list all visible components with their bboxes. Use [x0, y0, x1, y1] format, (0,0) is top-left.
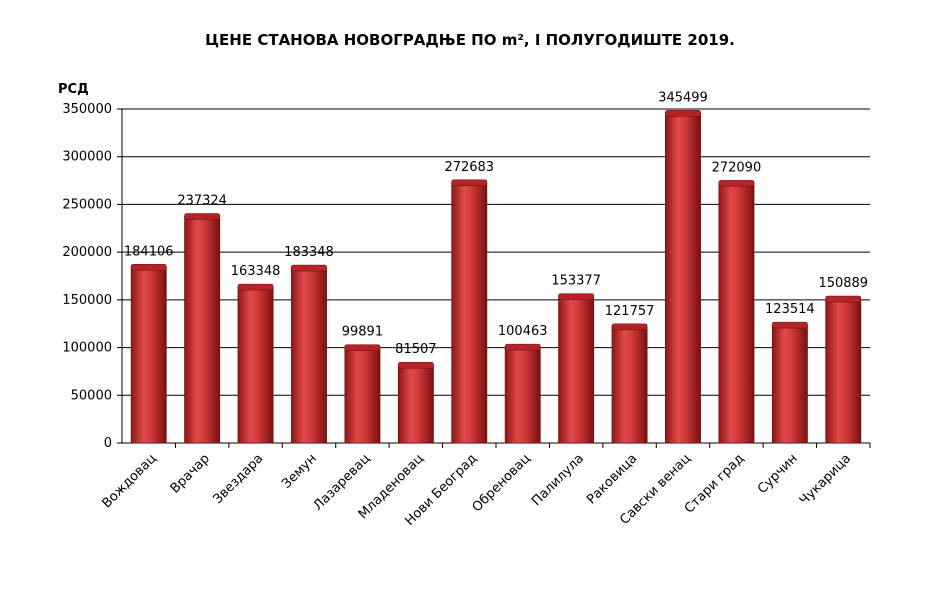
bar-cap: [665, 110, 701, 117]
bar-cap: [451, 179, 488, 187]
data-label: 99891: [342, 325, 383, 340]
y-tick-label: 50000: [71, 388, 112, 403]
bar-cap: [237, 283, 274, 291]
y-tick-label: 100000: [62, 341, 112, 356]
chart-title: ЦЕНЕ СТАНОВА НОВОГРАДЊЕ ПО m², I ПОЛУГОД…: [205, 31, 735, 49]
x-category-label: Звездара: [210, 451, 266, 507]
data-label: 184106: [124, 244, 174, 259]
x-category-label: Чукарица: [797, 451, 854, 508]
bar-cap: [718, 180, 755, 187]
data-label: 237324: [177, 194, 227, 209]
x-category-label: Обреновац: [470, 451, 534, 515]
bar: [451, 182, 488, 444]
bar: [718, 183, 755, 444]
bar-cap: [558, 293, 595, 300]
data-label: 123514: [765, 302, 815, 317]
y-tick-label: 350000: [62, 102, 112, 117]
y-axis-label: РСД: [58, 82, 89, 97]
y-tick-label: 250000: [62, 197, 112, 212]
bar: [237, 286, 274, 444]
bar: [825, 298, 862, 444]
bar-cap: [184, 213, 221, 220]
y-tick-label: 0: [104, 436, 112, 451]
bar-cap: [825, 295, 862, 303]
data-label: 272090: [712, 160, 762, 175]
bar-cap: [504, 343, 541, 351]
data-label: 81507: [395, 342, 436, 357]
y-tick-label: 300000: [62, 150, 112, 165]
bar-cap: [771, 321, 808, 329]
data-label: 150889: [818, 276, 868, 291]
y-tick-labels: 0 50000 100000 150000 200000 250000 300000 3500…: [62, 102, 112, 451]
y-tick-label: 200000: [62, 245, 112, 260]
data-label: 163348: [231, 264, 281, 279]
y-tick-label: 150000: [62, 293, 112, 308]
bar: [771, 324, 808, 444]
bar: [184, 216, 221, 444]
x-category-label: Земун: [279, 451, 320, 492]
bar: [558, 296, 595, 444]
bars: [130, 110, 862, 444]
data-label: 153377: [551, 274, 601, 289]
data-label: 272683: [444, 160, 494, 175]
bar-cap: [130, 264, 167, 271]
data-label: 345499: [658, 90, 708, 105]
x-category-label: Раковица: [584, 451, 640, 507]
bar: [665, 112, 701, 444]
data-label: 100463: [498, 324, 548, 339]
x-category-label: Сурчин: [755, 451, 801, 497]
data-label: 121757: [605, 304, 655, 319]
bar-cap: [397, 361, 434, 369]
bar-cap: [344, 344, 381, 351]
bar: [504, 346, 541, 444]
bar: [130, 267, 167, 444]
bar: [397, 364, 434, 444]
gridlines: [122, 108, 870, 396]
data-label: 183348: [284, 245, 334, 260]
bar-cap: [611, 323, 648, 331]
x-category-label: Вождовац: [99, 451, 159, 511]
bar: [344, 347, 381, 444]
bar: [291, 267, 327, 444]
bar-cap: [291, 264, 327, 272]
x-category-label: Врачар: [168, 451, 213, 496]
x-category-label: Палилула: [529, 451, 587, 509]
bar: [611, 326, 648, 444]
